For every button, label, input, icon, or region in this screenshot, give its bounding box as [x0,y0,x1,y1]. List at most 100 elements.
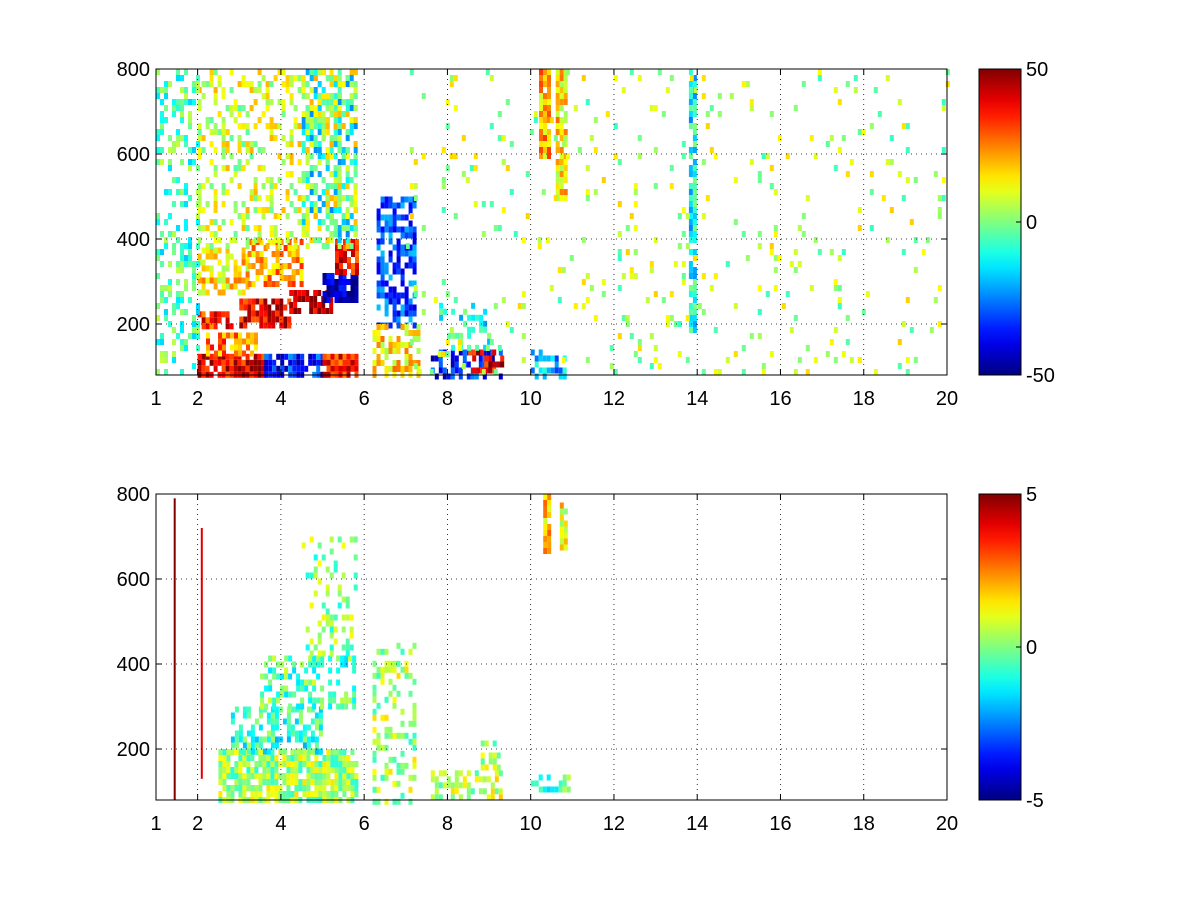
heatmap-cell [547,147,551,153]
heatmap-cell [305,290,310,296]
heatmap-cell [354,761,359,767]
heatmap-cell [233,353,238,360]
heatmap-cell [209,271,214,278]
heatmap-cell [340,655,345,662]
heatmap-cell [298,779,303,785]
heatmap-cell [291,275,296,281]
heatmap-cell [238,730,243,737]
heatmap-cell [380,214,385,221]
heatmap-cell [593,189,598,195]
heatmap-cell [345,129,350,135]
heatmap-cell [196,243,200,249]
heatmap-cell [380,348,385,354]
heatmap-cell [257,353,262,360]
heatmap-cell [282,773,287,779]
heatmap-cell [901,195,906,201]
heatmap-cell [412,738,417,745]
heatmap-cell [479,326,484,333]
heatmap-cell [312,697,317,704]
heatmap-cell [242,785,247,791]
heatmap-cell [156,159,160,165]
heatmap-cell [156,249,160,255]
heatmap-cell [692,165,697,171]
heatmap-cell [241,105,246,111]
heatmap-cell [901,321,906,327]
heatmap-cell [325,159,330,165]
heatmap-cell [392,684,397,691]
heatmap-cell [841,135,846,141]
heatmap-cell [328,697,333,704]
heatmap-cell [184,135,188,141]
heatmap-cell [388,274,393,281]
heatmap-cell [482,776,487,783]
heatmap-cell [176,303,180,309]
heatmap-cell [525,213,530,219]
heatmap-cell [498,794,503,801]
heatmap-cell [376,672,381,679]
heatmap-cell [349,201,354,207]
heatmap-cell [337,536,342,543]
heatmap-cell [314,779,319,785]
heatmap-cell [268,365,273,372]
heatmap-cell [441,147,446,153]
heatmap-cell [388,226,393,233]
heatmap-cell [222,755,227,761]
heatmap-cell [457,345,462,351]
heatmap-cell [546,786,551,793]
heatmap-cell [246,779,251,785]
heatmap-cell [353,225,358,231]
heatmap-cell [293,75,298,81]
heatmap-cell [271,298,276,305]
heatmap-cell [264,359,269,366]
heatmap-cell [345,650,350,657]
heatmap-cell [392,304,397,311]
heatmap-cell [563,544,568,551]
heatmap-cell [471,326,476,333]
heatmap-cell [297,296,302,302]
heatmap-cell [329,650,334,657]
heatmap-cell [685,315,690,321]
heatmap-cell [338,773,343,779]
heatmap-cell [265,93,270,99]
heatmap-cell [345,614,350,621]
heatmap-cell [442,782,447,789]
heatmap-cell [305,231,310,237]
heatmap-cell [250,791,255,797]
heatmap-cell [317,141,322,147]
heatmap-cell [412,304,417,311]
heatmap-cell [538,349,543,356]
heatmap-cell [221,365,226,372]
heatmap-cell [396,256,401,263]
heatmap-cell [547,93,551,99]
heatmap-cell [649,267,654,273]
heatmap-cell [317,147,322,153]
heatmap-cell [833,285,838,291]
heatmap-cell [263,257,268,263]
heatmap-cell [352,703,357,710]
heatmap-cell [350,297,355,303]
heatmap-cell [284,673,289,680]
heatmap-cell [285,189,290,195]
heatmap-cell [261,207,266,213]
heatmap-cell [384,262,389,269]
heatmap-cell [209,311,214,318]
heatmap-cell [284,353,289,360]
heatmap-cell [617,255,622,261]
heatmap-cell [681,207,686,213]
heatmap-cell [657,363,662,369]
heatmap-cell [817,69,822,75]
heatmap-cell [221,265,226,272]
heatmap-cell [709,147,714,153]
heatmap-cell [384,298,389,305]
heatmap-cell [184,225,188,231]
heatmap-cell [337,69,342,75]
heatmap-cell [489,201,494,207]
heatmap-cell [555,87,560,93]
heatmap-cell [329,147,334,153]
heatmap-cell [408,220,413,227]
heatmap-cell [380,250,385,257]
heatmap-cell [476,367,481,374]
heatmap-cell [176,189,180,195]
heatmap-cell [297,177,302,183]
heatmap-cell [400,226,405,233]
